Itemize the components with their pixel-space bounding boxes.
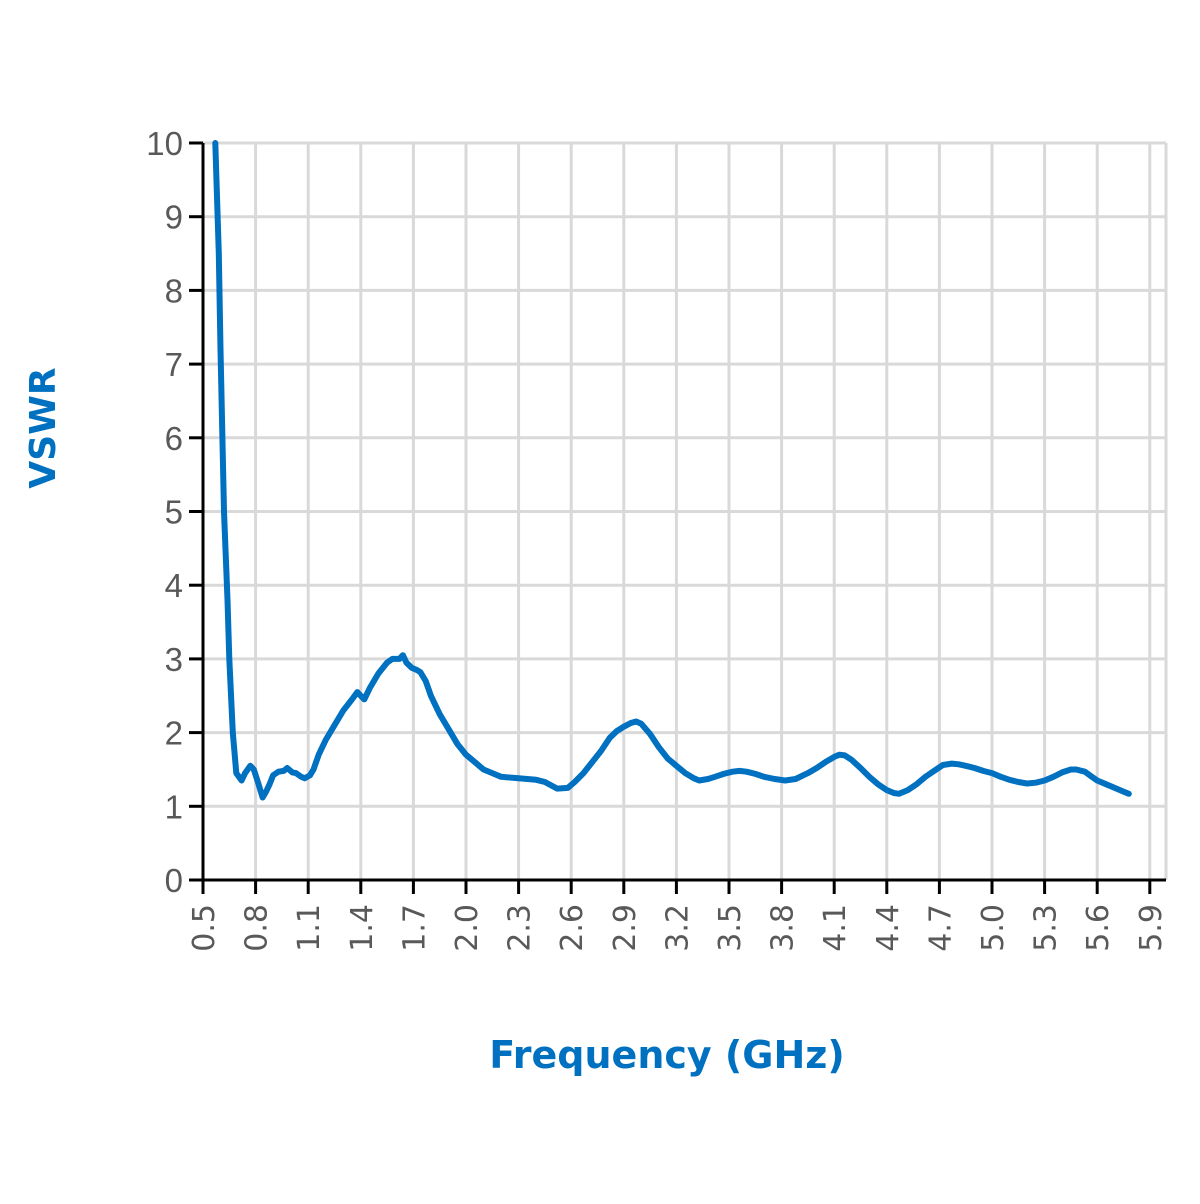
vswr-series-line xyxy=(212,140,1132,801)
y-tick-label: 4 xyxy=(165,567,183,604)
y-tick-label: 0 xyxy=(165,862,183,899)
x-tick-label: 1.7 xyxy=(397,904,432,952)
y-tick-label: 8 xyxy=(165,272,183,309)
x-tick-label: 1.4 xyxy=(345,904,380,952)
x-tick-label: 3.8 xyxy=(766,904,801,952)
x-tick-label: 5.3 xyxy=(1029,904,1064,952)
x-tick-label: 3.2 xyxy=(660,904,695,952)
x-tick-label: 1.1 xyxy=(292,904,327,952)
x-tick-label: 5.0 xyxy=(976,904,1011,952)
x-tick-label: 4.7 xyxy=(923,904,958,952)
x-tick-label: 2.3 xyxy=(503,904,538,952)
gridlines xyxy=(203,141,1168,880)
y-tick-label: 10 xyxy=(146,125,183,162)
y-tick-label: 2 xyxy=(165,715,183,752)
y-tick-label: 3 xyxy=(165,641,183,678)
x-tick-label: 5.9 xyxy=(1134,904,1169,952)
x-axis-ticks: 0.5 0.8 1.1 1.4 1.7 2.0 2.3 2.6 2.9 3.2 3.5 3.8 4.1 4… xyxy=(187,880,1169,952)
x-tick-label: 5.6 xyxy=(1081,904,1116,952)
x-tick-label: 2.6 xyxy=(555,904,590,952)
y-axis-title: VSWR xyxy=(23,367,64,488)
x-tick-label: 3.5 xyxy=(713,904,748,952)
y-axis-ticks: 0 1 2 3 4 5 6 7 8 9 10 xyxy=(146,125,203,899)
x-tick-label: 4.1 xyxy=(818,904,853,952)
y-tick-label: 9 xyxy=(165,199,183,236)
x-tick-label: 4.4 xyxy=(871,904,906,952)
x-tick-label: 2.0 xyxy=(450,904,485,952)
y-tick-label: 1 xyxy=(165,788,183,825)
x-axis-title: Frequency (GHz) xyxy=(489,1033,845,1077)
x-tick-label: 2.9 xyxy=(608,904,643,952)
x-tick-label: 0.5 xyxy=(187,904,222,952)
y-tick-label: 5 xyxy=(165,494,183,531)
y-tick-label: 7 xyxy=(165,346,183,383)
x-tick-label: 0.8 xyxy=(240,904,275,952)
y-tick-label: 6 xyxy=(165,420,183,457)
